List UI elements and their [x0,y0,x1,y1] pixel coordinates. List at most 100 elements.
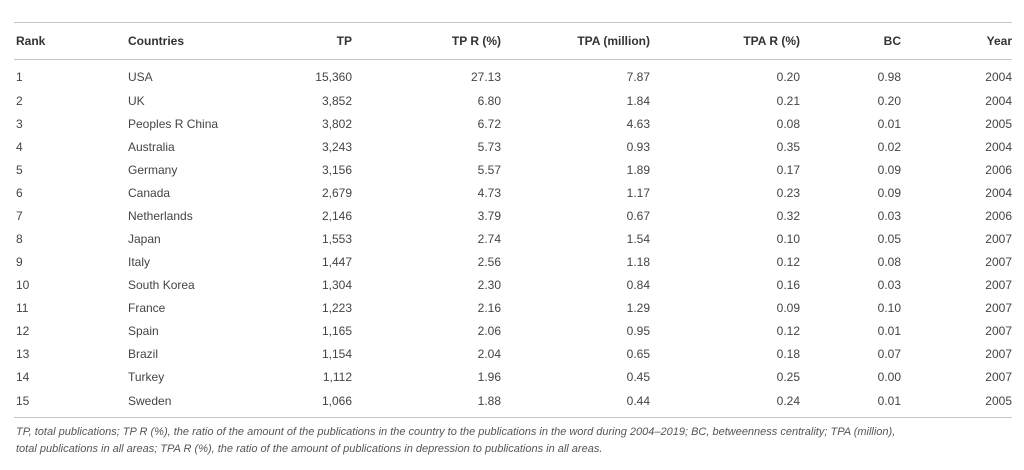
cell-country: Italy [128,254,151,269]
cell-tp-r: 4.73 [477,185,501,200]
cell-year: 2004 [985,185,1012,200]
table-row: 11 France 1,223 2.16 1.29 0.09 0.10 2007 [14,296,1012,319]
cell-tpa-r: 0.23 [776,185,800,200]
header-tpa: TPA (million) [577,34,650,48]
cell-tpa-r: 0.21 [776,93,800,108]
header-year: Year [986,34,1012,48]
cell-tpa-r: 0.17 [776,162,800,177]
table-body: 1 USA 15,360 27.13 7.87 0.20 0.98 2004 2 UK 3,852 6… [14,60,1012,418]
cell-tpa-r: 0.35 [776,139,800,154]
cell-tp-r: 2.04 [477,346,501,361]
cell-bc: 0.05 [877,231,901,246]
table-container: Rank Countries TP TP R (%) TPA (million)… [14,22,1012,458]
cell-bc: 0.03 [877,277,901,292]
cell-tpa: 0.65 [626,346,650,361]
cell-tpa: 1.84 [626,93,650,108]
cell-tpa: 0.84 [626,277,650,292]
footnote-line-2: total publications in all areas; TPA R (… [16,443,603,455]
cell-rank: 8 [16,231,23,246]
cell-country: Peoples R China [128,116,219,131]
cell-tpa-r: 0.10 [776,231,800,246]
table-footnote: TP, total publications; TP R (%), the ra… [14,424,1010,458]
cell-rank: 7 [16,208,23,223]
cell-bc: 0.08 [877,254,901,269]
cell-tp-r: 1.96 [477,369,501,384]
cell-country: USA [128,69,153,84]
cell-tp-r: 2.56 [477,254,501,269]
table-row: 7 Netherlands 2,146 3.79 0.67 0.32 0.03 2006 [14,204,1012,227]
cell-tpa: 1.89 [626,162,650,177]
cell-tp-r: 2.06 [477,323,501,338]
cell-tp: 1,304 [321,277,352,292]
cell-tpa-r: 0.18 [776,346,800,361]
cell-tp: 2,146 [321,208,352,223]
table-row: 6 Canada 2,679 4.73 1.17 0.23 0.09 2004 [14,181,1012,204]
cell-rank: 15 [16,393,30,408]
cell-year: 2006 [985,162,1012,177]
cell-rank: 3 [16,116,23,131]
cell-tp: 1,447 [321,254,352,269]
cell-year: 2005 [985,393,1012,408]
cell-tp-r: 3.79 [477,208,501,223]
cell-tpa-r: 0.12 [776,323,800,338]
cell-tp: 1,154 [321,346,352,361]
cell-bc: 0.09 [877,162,901,177]
cell-bc: 0.10 [877,300,901,315]
cell-rank: 4 [16,139,23,154]
cell-tp-r: 6.80 [477,93,501,108]
table-row: 14 Turkey 1,112 1.96 0.45 0.25 0.00 2007 [14,365,1012,388]
cell-tpa-r: 0.24 [776,393,800,408]
cell-tp: 15,360 [315,69,352,84]
table-row: 13 Brazil 1,154 2.04 0.65 0.18 0.07 2007 [14,342,1012,365]
cell-rank: 5 [16,162,23,177]
footnote-line-1: TP, total publications; TP R (%), the ra… [16,426,896,438]
cell-tp: 3,852 [321,93,352,108]
table-row: 1 USA 15,360 27.13 7.87 0.20 0.98 2004 [14,60,1012,90]
cell-bc: 0.98 [877,69,901,84]
table-row: 3 Peoples R China 3,802 6.72 4.63 0.08 0.01 200… [14,112,1012,135]
cell-tpa-r: 0.20 [776,69,800,84]
table-row: 2 UK 3,852 6.80 1.84 0.21 0.20 2004 [14,89,1012,112]
cell-rank: 11 [16,300,29,315]
cell-tpa: 0.95 [626,323,650,338]
cell-year: 2007 [985,369,1012,384]
cell-tpa-r: 0.25 [776,369,800,384]
cell-bc: 0.09 [877,185,901,200]
cell-tpa: 7.87 [626,69,650,84]
cell-tpa-r: 0.08 [776,116,800,131]
cell-rank: 2 [16,93,23,108]
cell-year: 2007 [985,346,1012,361]
table-row: 8 Japan 1,553 2.74 1.54 0.10 0.05 2007 [14,227,1012,250]
cell-bc: 0.20 [877,93,901,108]
cell-rank: 13 [16,346,30,361]
cell-rank: 10 [16,277,30,292]
cell-tpa: 1.18 [626,254,650,269]
cell-tp: 1,066 [321,393,352,408]
cell-tp-r: 2.30 [477,277,501,292]
cell-tpa: 1.54 [626,231,650,246]
cell-tpa: 1.29 [626,300,650,315]
table-row: 10 South Korea 1,304 2.30 0.84 0.16 0.03 2007 [14,273,1012,296]
cell-tpa: 0.67 [626,208,650,223]
cell-tp-r: 2.74 [477,231,501,246]
cell-tpa-r: 0.32 [776,208,800,223]
cell-tpa: 4.63 [626,116,650,131]
cell-tp: 1,553 [321,231,352,246]
cell-country: Sweden [128,393,172,408]
cell-tpa-r: 0.12 [776,254,800,269]
cell-country: Japan [128,231,161,246]
header-tp: TP [336,34,352,48]
cell-rank: 14 [16,369,30,384]
cell-tpa: 1.17 [626,185,650,200]
cell-year: 2006 [985,208,1012,223]
cell-rank: 1 [16,69,23,84]
cell-year: 2007 [985,300,1012,315]
cell-tp: 3,802 [321,116,352,131]
table-row: 15 Sweden 1,066 1.88 0.44 0.24 0.01 2005 [14,388,1012,418]
cell-tpa: 0.45 [626,369,650,384]
cell-tpa-r: 0.09 [776,300,800,315]
cell-tp: 2,679 [321,185,352,200]
cell-bc: 0.00 [877,369,901,384]
header-rank: Rank [16,34,46,48]
cell-country: Canada [128,185,171,200]
